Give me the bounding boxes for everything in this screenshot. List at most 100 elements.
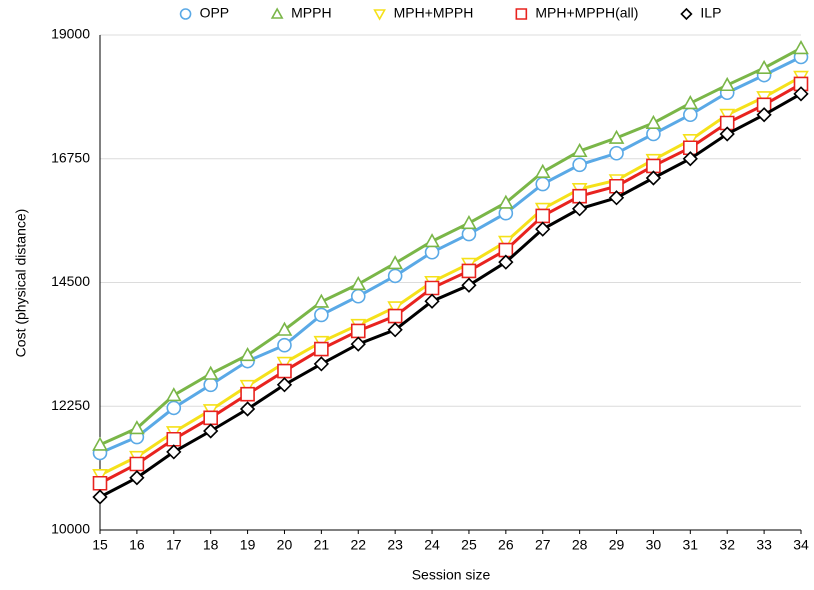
x-tick-label: 17 — [166, 537, 182, 553]
marker — [350, 323, 366, 339]
marker — [276, 356, 293, 371]
legend: OPP MPPH MPH+MPPH MPH+MPPH(all) ILP — [179, 5, 721, 21]
x-tick-label: 32 — [719, 537, 735, 553]
marker — [350, 336, 366, 352]
x-tick-label: 23 — [387, 537, 403, 553]
x-tick-label: 15 — [92, 537, 108, 553]
marker — [645, 114, 662, 129]
marker — [461, 277, 477, 293]
marker — [682, 95, 699, 110]
series — [92, 40, 809, 451]
marker — [719, 108, 736, 123]
marker — [461, 226, 477, 242]
marker — [609, 145, 624, 161]
marker — [166, 431, 182, 447]
marker — [202, 365, 219, 380]
x-tick-label: 18 — [203, 537, 219, 553]
marker — [572, 201, 588, 217]
marker — [793, 86, 809, 102]
x-tick-label: 24 — [424, 537, 440, 553]
marker — [203, 410, 218, 426]
x-axis-title: Session size — [412, 567, 491, 583]
legend-label: OPP — [200, 5, 230, 21]
x-tick-label: 21 — [314, 537, 330, 553]
marker — [277, 337, 292, 353]
marker — [571, 142, 588, 158]
marker — [461, 214, 477, 230]
marker — [92, 489, 108, 505]
y-tick-label: 14500 — [51, 273, 90, 289]
legend-label: ILP — [700, 5, 721, 21]
legend-label: MPH+MPPH(all) — [535, 5, 638, 21]
marker — [608, 129, 625, 144]
marker — [682, 151, 698, 167]
x-tick-label: 25 — [461, 537, 477, 553]
x-tick-label: 33 — [756, 537, 772, 553]
marker — [719, 126, 735, 142]
marker — [424, 244, 440, 260]
x-tick-label: 27 — [535, 537, 551, 553]
marker — [497, 194, 514, 209]
y-tick-label: 19000 — [51, 26, 90, 42]
legend-label: MPH+MPPH — [394, 5, 474, 21]
legend-label: MPPH — [291, 5, 331, 21]
x-tick-label: 22 — [350, 537, 366, 553]
marker — [239, 401, 256, 417]
y-tick-label: 10000 — [51, 521, 90, 537]
marker — [239, 379, 256, 395]
marker — [719, 76, 736, 92]
x-tick-label: 30 — [646, 537, 662, 553]
marker — [166, 400, 182, 416]
x-tick-label: 34 — [793, 537, 809, 553]
line — [99, 92, 802, 499]
marker — [203, 377, 218, 393]
marker — [498, 254, 514, 270]
marker — [424, 233, 440, 248]
marker — [793, 76, 809, 92]
marker — [270, 7, 284, 19]
marker — [756, 107, 772, 123]
marker — [179, 8, 192, 20]
marker — [424, 280, 440, 296]
x-tick-label: 31 — [683, 537, 699, 553]
y-axis-title: Cost (physical distance) — [13, 209, 29, 358]
x-tick-label: 20 — [277, 537, 293, 553]
marker — [515, 8, 528, 20]
series — [92, 76, 809, 491]
marker — [313, 356, 329, 372]
marker — [608, 190, 625, 206]
marker — [756, 59, 772, 74]
marker — [129, 456, 145, 472]
marker — [535, 176, 551, 192]
marker — [373, 9, 386, 21]
marker — [276, 321, 293, 336]
marker — [166, 444, 182, 460]
marker — [129, 420, 145, 435]
marker — [203, 423, 219, 439]
marker — [239, 346, 256, 362]
marker — [165, 387, 182, 402]
marker — [793, 40, 809, 55]
y-tick-label: 16750 — [51, 149, 90, 165]
marker — [92, 436, 108, 451]
marker — [129, 470, 145, 486]
marker — [387, 255, 404, 270]
marker — [387, 308, 403, 324]
marker — [350, 288, 366, 304]
marker — [572, 188, 587, 204]
marker — [424, 293, 440, 309]
marker — [276, 377, 293, 393]
marker — [645, 170, 662, 186]
marker — [313, 293, 330, 308]
x-tick-label: 16 — [129, 537, 145, 553]
series — [92, 49, 809, 461]
marker — [387, 268, 403, 284]
marker — [314, 307, 329, 323]
marker — [387, 322, 403, 338]
x-tick-label: 26 — [498, 537, 514, 553]
marker — [646, 126, 661, 142]
marker — [535, 221, 551, 237]
marker — [572, 157, 587, 173]
marker — [646, 158, 661, 174]
